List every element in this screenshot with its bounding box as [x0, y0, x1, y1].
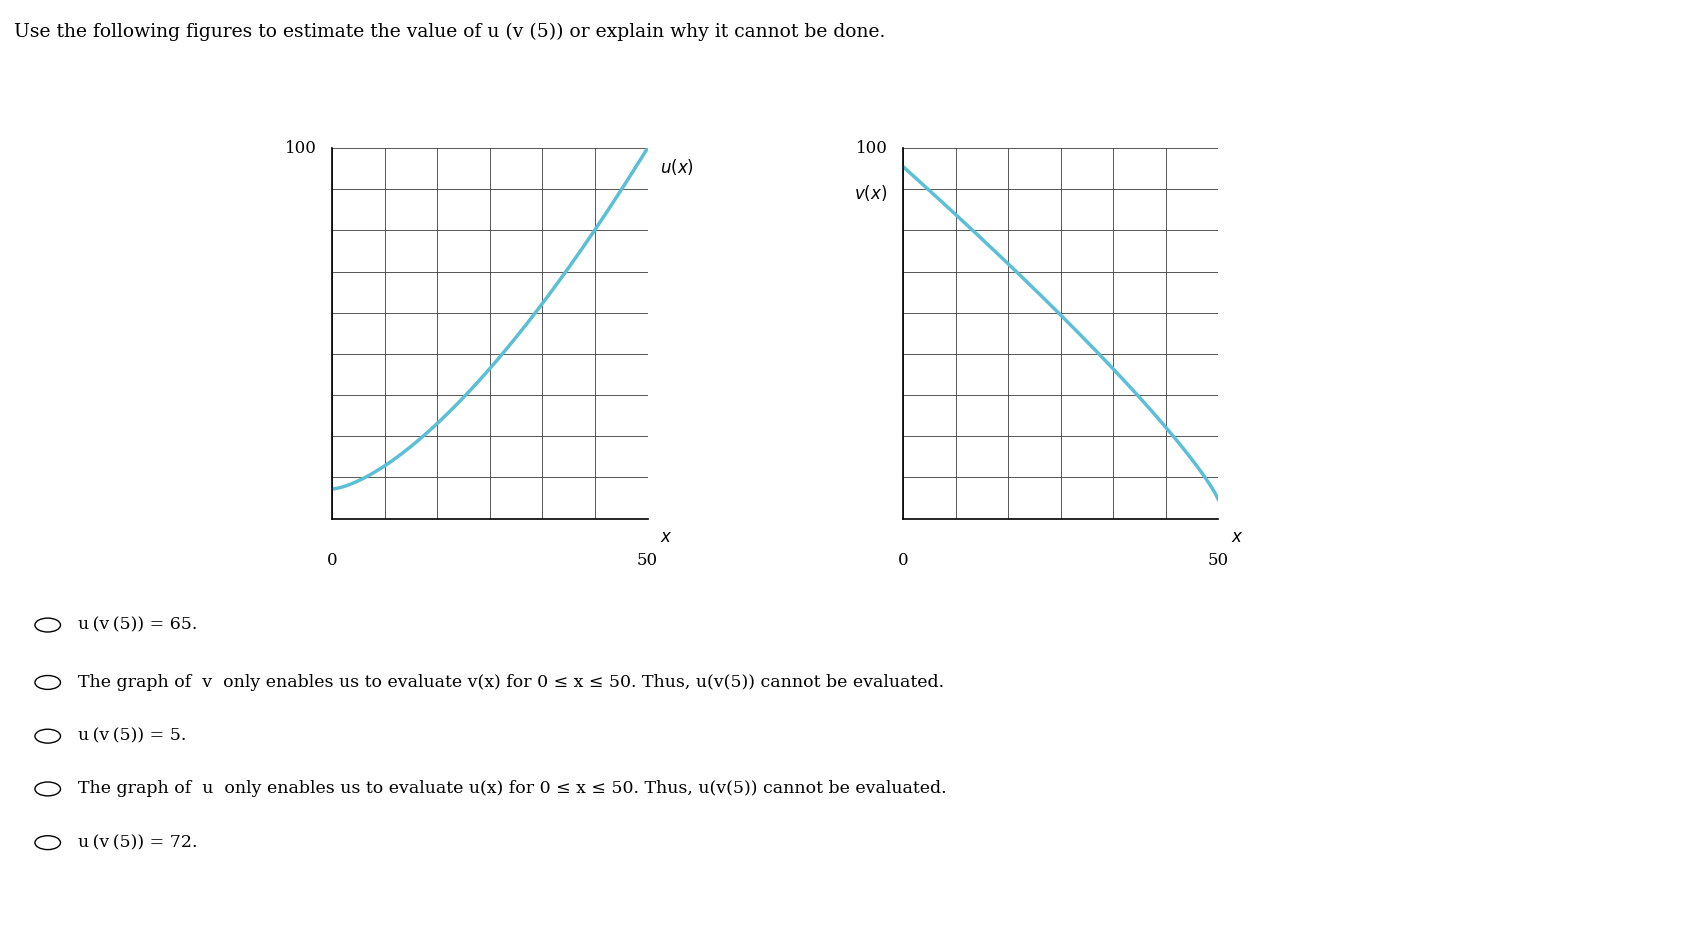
Text: $x$: $x$ — [1230, 529, 1244, 545]
Text: Use the following figures to estimate the value of u (v (5)) or explain why it c: Use the following figures to estimate th… — [14, 23, 884, 42]
Text: 50: 50 — [1208, 552, 1229, 569]
Text: The graph of  u  only enables us to evaluate u(x) for 0 ≤ x ≤ 50. Thus, u(v(5)) : The graph of u only enables us to evalua… — [78, 781, 947, 797]
Text: 50: 50 — [637, 552, 658, 569]
Text: u (v (5)) = 72.: u (v (5)) = 72. — [78, 834, 198, 851]
Text: u (v (5)) = 5.: u (v (5)) = 5. — [78, 728, 187, 745]
Text: 0: 0 — [898, 552, 908, 569]
Text: $v(x)$: $v(x)$ — [854, 182, 888, 203]
Text: 0: 0 — [327, 552, 337, 569]
Text: 100: 100 — [285, 140, 317, 156]
Text: The graph of  v  only enables us to evaluate v(x) for 0 ≤ x ≤ 50. Thus, u(v(5)) : The graph of v only enables us to evalua… — [78, 674, 944, 691]
Text: 100: 100 — [855, 140, 888, 156]
Text: u (v (5)) = 65.: u (v (5)) = 65. — [78, 617, 198, 633]
Text: $x$: $x$ — [659, 529, 673, 545]
Text: $u(x)$: $u(x)$ — [659, 156, 694, 177]
